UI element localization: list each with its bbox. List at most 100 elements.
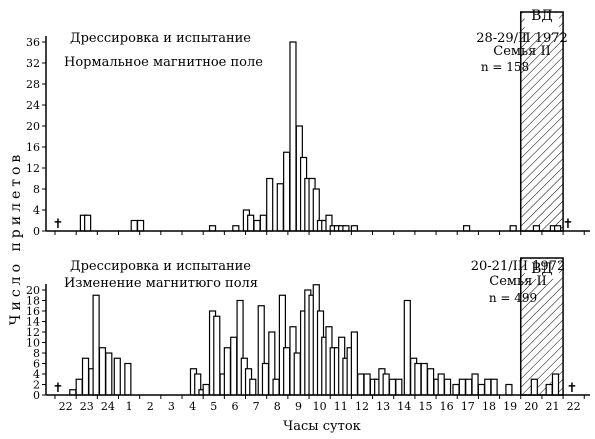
x-tick-label: 9: [295, 400, 302, 413]
bottom-y-tick-label: 16: [26, 305, 40, 318]
bottom-bar: [272, 378, 280, 396]
top-y-tick-label: 32: [26, 57, 40, 70]
bottom-cross-right: ✝: [567, 381, 578, 396]
top-subtitle: Нормальное магнитное поле: [64, 55, 263, 70]
bottom-y-tick-label: 2: [33, 379, 40, 392]
x-tick-label: 19: [503, 400, 517, 413]
top-family: Семья II: [493, 44, 550, 59]
bottom-bar: [477, 383, 485, 396]
x-axis-label: Часы суток: [283, 419, 361, 434]
bottom-shaded-region: [519, 257, 564, 396]
x-tick-label: 16: [440, 400, 454, 413]
bottom-bar: [414, 362, 422, 396]
top-y-tick-label: 12: [26, 162, 40, 175]
bottom-bar: [81, 357, 90, 396]
bottom-bar: [293, 352, 301, 396]
bottom-bar: [283, 347, 291, 396]
bottom-bar: [420, 362, 428, 396]
bottom-y-tick-label: 4: [33, 368, 40, 381]
top-bar: [554, 225, 562, 232]
top-bar: [253, 219, 261, 232]
x-tick-label: 22: [59, 400, 73, 413]
x-tick-label: 22: [567, 400, 581, 413]
bottom-bar: [223, 347, 231, 396]
x-tick-label: 12: [355, 400, 369, 413]
top-y-tick-label: 20: [26, 120, 40, 133]
bottom-y-tick-label: 8: [33, 347, 40, 360]
top-y-tick-label: 28: [26, 78, 40, 91]
bottom-cross-left: ✝: [53, 381, 64, 396]
x-tick-label: 6: [231, 400, 238, 413]
bottom-family: Семья II: [489, 274, 546, 289]
top-bar: [247, 214, 255, 232]
x-tick-label: 20: [524, 400, 538, 413]
top-bar: [208, 225, 217, 232]
x-tick-label: 10: [313, 400, 327, 413]
bottom-bar: [363, 373, 371, 396]
bottom-bar: [437, 373, 445, 396]
panel-top: ВД 0 4 8 12 16 20 24 28 32 36 Дрессировка и испытан…: [26, 8, 590, 238]
x-tick-label: 2: [147, 400, 154, 413]
bottom-shaded-label-bg: [524, 259, 560, 279]
bottom-subtitle: Изменение магнитюго поля: [64, 276, 258, 291]
bottom-bar: [471, 373, 479, 396]
top-y-tick-label: 0: [33, 225, 40, 238]
x-tick-label: 5: [210, 400, 217, 413]
x-tick-label: 13: [376, 400, 390, 413]
bottom-bar: [505, 383, 513, 396]
bottom-bar: [395, 378, 403, 396]
x-tick-label: 17: [461, 400, 475, 413]
bottom-y-tick-label: 14: [26, 316, 40, 329]
bottom-bar: [350, 331, 358, 396]
bottom-y-tick-label: 20: [26, 284, 40, 297]
top-y-tick-label: 4: [33, 204, 40, 217]
bottom-shaded-label: ВД: [531, 261, 553, 277]
x-tick-label: 8: [274, 400, 281, 413]
top-title: Дрессировка и испытание: [70, 31, 251, 46]
top-cross-right: ✝: [563, 217, 574, 232]
bottom-bar: [530, 378, 538, 396]
bottom-y-tick-label: 18: [26, 295, 40, 308]
bottom-bar: [261, 362, 270, 396]
bottom-bar: [202, 383, 210, 396]
top-bar: [232, 225, 240, 232]
bottom-y-tick-label: 0: [33, 389, 40, 402]
top-bar: [462, 225, 471, 232]
top-y-tick-label: 8: [33, 183, 40, 196]
x-tick-label: 23: [80, 400, 94, 413]
top-bar: [276, 183, 284, 232]
top-bar: [84, 214, 92, 232]
bottom-bar: [92, 294, 100, 396]
bottom-y-tick-label: 12: [26, 326, 40, 339]
bottom-bar: [230, 336, 238, 396]
top-bar: [342, 225, 350, 232]
bottom-bar: [124, 362, 132, 396]
x-tick-label: 18: [482, 400, 496, 413]
x-tick-label: 11: [334, 400, 348, 413]
top-bar: [130, 219, 138, 232]
top-date: 28-29/Ⅲ 1972: [476, 31, 568, 46]
top-bar: [509, 225, 517, 232]
x-tick-label: 21: [545, 400, 559, 413]
bottom-bar: [443, 378, 452, 396]
x-tick-label: 3: [168, 400, 175, 413]
top-bar: [136, 219, 145, 232]
bottom-bar: [249, 378, 257, 396]
bottom-bar: [388, 378, 397, 396]
x-tick-labels: 22 23 24 1 2 3 4 5 6 7 8 9 10 11 12 13 14 15 16 17 18 19 20 21 2…: [59, 400, 581, 413]
top-bar: [350, 225, 358, 232]
top-shaded-label: ВД: [531, 8, 553, 24]
bottom-bar: [382, 373, 390, 396]
top-bar: [266, 177, 274, 232]
bottom-y-tick-label: 10: [26, 337, 40, 350]
top-y-tick-label: 16: [26, 141, 40, 154]
bottom-bar: [213, 315, 221, 396]
top-y-tick-label: 24: [26, 99, 40, 112]
bottom-bar: [426, 368, 435, 396]
bottom-bar: [69, 389, 77, 396]
top-shaded-region: [519, 11, 564, 232]
top-bar: [532, 225, 541, 232]
x-tick-label: 14: [397, 400, 411, 413]
